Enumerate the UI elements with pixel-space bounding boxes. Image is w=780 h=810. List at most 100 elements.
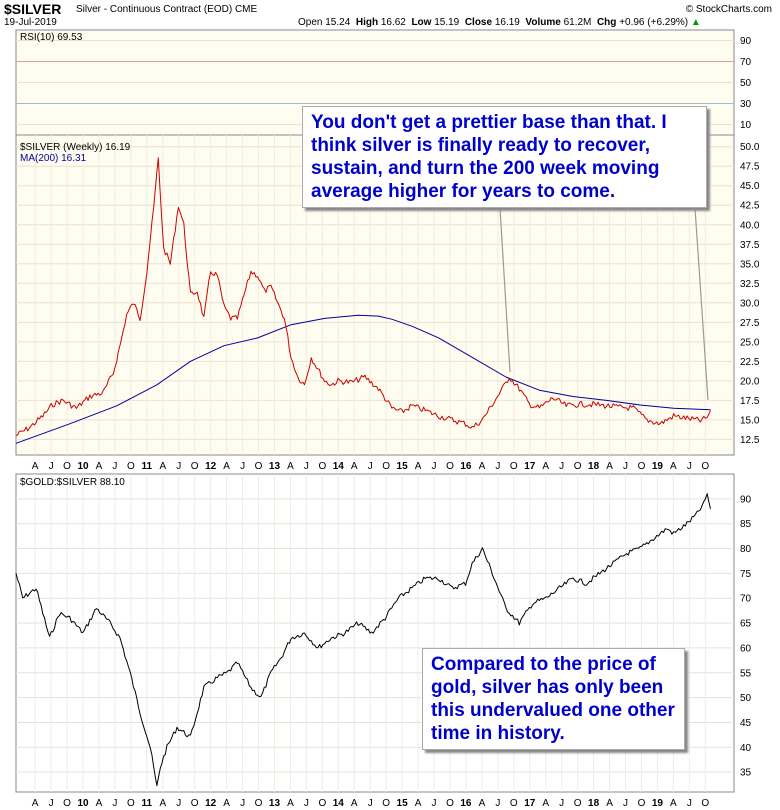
x-tick-label: 18 [588, 461, 600, 472]
x-tick-label: O [63, 461, 71, 472]
open-label: Open [298, 17, 323, 28]
x-tick-label: A [479, 461, 486, 472]
chart-date: 19-Jul-2019 [4, 17, 57, 28]
x-tick-label: O [382, 798, 390, 809]
y-tick-label: 25.0 [740, 337, 760, 348]
x-tick-label: A [606, 798, 613, 809]
x-tick-label: A [96, 798, 103, 809]
y-tick-label: 60 [740, 643, 752, 654]
chg-label: Chg [596, 17, 617, 28]
contract-description: Silver - Continuous Contract (EOD) [76, 4, 233, 15]
x-tick-label: A [287, 461, 294, 472]
y-tick-label: 40.0 [740, 220, 760, 231]
annotation-base-note: You don't get a prettier base than that.… [302, 106, 707, 208]
x-tick-label: 17 [524, 798, 536, 809]
low-label: Low [411, 17, 432, 28]
x-tick-label: J [559, 461, 564, 472]
x-tick-label: A [351, 461, 358, 472]
x-tick-label: O [574, 798, 582, 809]
x-tick-label: O [318, 798, 326, 809]
x-tick-label: A [159, 798, 166, 809]
x-tick-label: 14 [333, 798, 345, 809]
x-tick-label: A [606, 461, 613, 472]
x-tick-label: O [318, 461, 326, 472]
x-tick-label: J [240, 461, 245, 472]
x-tick-label: O [127, 461, 135, 472]
x-tick-label: A [542, 798, 549, 809]
x-tick-label: A [670, 798, 677, 809]
x-tick-label: O [701, 461, 709, 472]
x-tick-label: J [495, 798, 500, 809]
x-tick-label: O [446, 798, 454, 809]
high-label: High [355, 17, 379, 28]
x-tick-label: A [287, 798, 294, 809]
x-tick-label: J [495, 461, 500, 472]
y-tick-label: 50.0 [740, 142, 760, 153]
x-tick-label: J [304, 798, 309, 809]
x-tick-label: O [510, 461, 518, 472]
x-tick-label: O [191, 798, 199, 809]
y-tick-label: 47.5 [740, 162, 760, 173]
high-value: 16.62 [380, 17, 406, 28]
x-tick-label: A [415, 798, 422, 809]
x-tick-label: J [304, 461, 309, 472]
y-tick-label: 45.0 [740, 181, 760, 192]
x-tick-label: 13 [269, 461, 281, 472]
x-tick-label: A [32, 798, 39, 809]
x-tick-label: 16 [460, 461, 472, 472]
y-tick-label: 22.5 [740, 357, 760, 368]
x-tick-label: J [687, 461, 692, 472]
silver-legend: $SILVER (Weekly) 16.19 [20, 142, 131, 153]
y-tick-label: 10 [740, 120, 752, 131]
x-tick-label: J [176, 798, 181, 809]
y-tick-label: 70 [740, 594, 752, 605]
y-tick-label: 30 [740, 99, 752, 110]
x-tick-label: A [159, 461, 166, 472]
x-tick-label: 18 [588, 798, 600, 809]
x-tick-label: 13 [269, 798, 281, 809]
x-tick-label: J [112, 461, 117, 472]
x-tick-label: 15 [397, 461, 409, 472]
x-tick-label: J [623, 798, 628, 809]
y-tick-label: 70 [740, 57, 752, 68]
y-tick-label: 37.5 [740, 240, 760, 251]
x-tick-label: 12 [205, 461, 217, 472]
x-tick-label: J [240, 798, 245, 809]
x-tick-label: A [96, 461, 103, 472]
open-value: 15.24 [325, 17, 351, 28]
y-tick-label: 12.5 [740, 435, 760, 446]
ma200-line [15, 314, 711, 444]
x-tick-label: J [623, 461, 628, 472]
volume-value: 61.2M [563, 17, 592, 28]
x-tick-label: O [63, 798, 71, 809]
x-tick-label: A [223, 461, 230, 472]
x-tick-label: O [638, 798, 646, 809]
y-tick-label: 90 [740, 36, 752, 47]
x-tick-label: 10 [77, 798, 89, 809]
y-tick-label: 65 [740, 619, 752, 630]
x-tick-label: J [687, 798, 692, 809]
chg-value: +0.96 (+6.29%) [619, 17, 689, 28]
x-tick-label: 15 [397, 798, 409, 809]
ohlc-readout: Open 15.24 High 16.62 Low 15.19 Close 16… [298, 17, 701, 28]
x-tick-label: A [670, 461, 677, 472]
y-tick-label: 27.5 [740, 318, 760, 329]
y-tick-label: 75 [740, 569, 752, 580]
x-tick-label: O [446, 461, 454, 472]
x-tick-label: J [176, 461, 181, 472]
x-tick-label: A [351, 798, 358, 809]
x-tick-label: O [510, 798, 518, 809]
x-tick-label: O [191, 461, 199, 472]
x-tick-label: J [49, 461, 54, 472]
y-tick-label: 85 [740, 519, 752, 530]
up-arrow-icon: ▲ [690, 17, 701, 28]
y-tick-label: 32.5 [740, 279, 760, 290]
x-tick-label: J [432, 461, 437, 472]
x-tick-label: A [542, 461, 549, 472]
x-tick-label: A [479, 798, 486, 809]
y-tick-label: 40 [740, 743, 752, 754]
y-tick-label: 55 [740, 668, 752, 679]
ratio-legend: $GOLD:$SILVER 88.10 [20, 477, 125, 488]
x-tick-label: O [638, 461, 646, 472]
